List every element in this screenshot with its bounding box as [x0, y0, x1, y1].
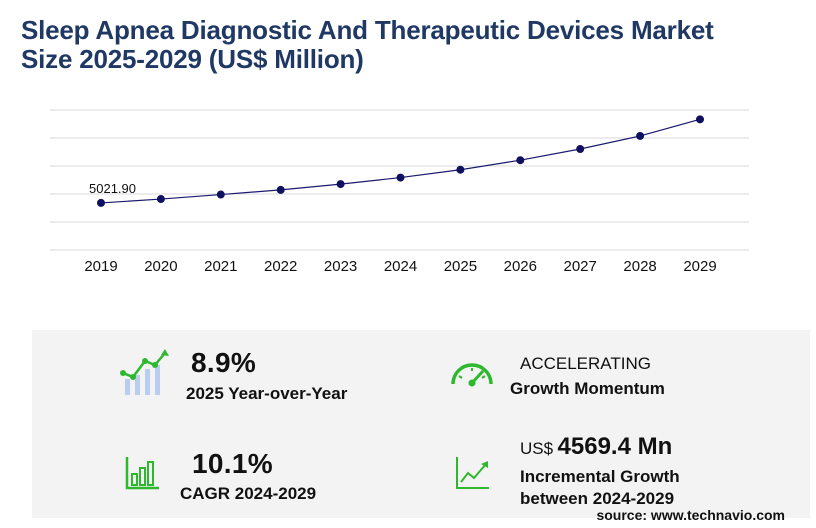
- series-line: [100, 118, 701, 204]
- x-tick-label: 2029: [683, 258, 716, 275]
- x-tick-label: 2028: [623, 258, 656, 275]
- incremental-line1: Incremental Growth: [520, 467, 680, 486]
- yoy-label: 2025 Year-over-Year: [186, 384, 348, 403]
- x-tick-label: 2025: [444, 258, 477, 275]
- momentum-line2: Growth Momentum: [510, 379, 665, 398]
- yoy-value: 8.9%: [191, 347, 257, 378]
- incremental-amount: 4569.4 Mn: [557, 433, 673, 460]
- cagr-label: CAGR 2024-2029: [180, 484, 317, 503]
- x-tick-label: 2022: [264, 258, 297, 275]
- stats-panel: [32, 330, 810, 518]
- speedometer-icon: [451, 363, 493, 387]
- data-point: [636, 131, 645, 140]
- data-point: [396, 173, 405, 182]
- incremental-value: US$ 4569.4 Mn: [520, 433, 672, 461]
- x-tick-label: 2026: [504, 258, 537, 275]
- x-tick-label: 2024: [384, 258, 417, 275]
- data-label: 5021.90: [89, 181, 136, 196]
- x-tick-label: 2023: [324, 258, 357, 275]
- line-chart: 2019 2020 2021 2022 2023 2024 2025 2026 2027 2028…: [50, 109, 749, 275]
- x-tick-label: 2027: [564, 258, 597, 275]
- title-line-2: Size 2025-2029 (US$ Million): [21, 44, 364, 74]
- currency-prefix: US$: [520, 439, 554, 458]
- data-point: [97, 198, 105, 207]
- page-title: Sleep Apnea Diagnostic And Therapeutic D…: [21, 16, 781, 74]
- data-point: [336, 180, 345, 189]
- data-point: [456, 165, 465, 174]
- data-point: [576, 145, 585, 154]
- x-tick-label: 2020: [144, 258, 177, 275]
- bar-chart-icon: [125, 457, 159, 490]
- cagr-value: 10.1%: [192, 448, 273, 479]
- x-tick-label: 2019: [84, 258, 117, 275]
- trend-up-icon: [456, 457, 489, 489]
- data-point: [276, 185, 285, 194]
- data-point: [516, 156, 525, 165]
- data-point: [156, 195, 165, 204]
- incremental-label: Incremental Growth between 2024-2029: [520, 466, 680, 510]
- growth-chart-icon: [120, 349, 169, 395]
- data-point: [696, 115, 704, 124]
- source-credit: source: www.technavio.com: [596, 507, 785, 523]
- momentum-line1: ACCELERATING: [520, 354, 651, 373]
- title-line-1: Sleep Apnea Diagnostic And Therapeutic D…: [21, 15, 714, 45]
- x-tick-label: 2021: [204, 258, 237, 275]
- incremental-line2: between 2024-2029: [520, 489, 675, 508]
- data-point: [216, 190, 225, 199]
